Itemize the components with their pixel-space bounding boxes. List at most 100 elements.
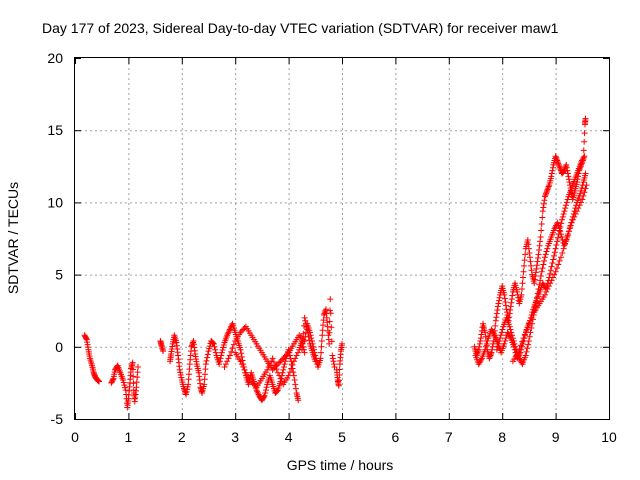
data-point <box>525 245 532 252</box>
data-point <box>501 295 508 302</box>
data-point <box>538 221 545 228</box>
data-point <box>291 377 298 384</box>
data-point <box>548 170 555 177</box>
data-point <box>284 351 291 358</box>
data-point <box>329 355 336 362</box>
data-point <box>336 377 343 384</box>
data-point <box>482 329 489 336</box>
data-point <box>531 276 538 283</box>
data-point <box>218 352 225 359</box>
data-point <box>295 397 302 404</box>
data-point <box>281 361 288 368</box>
data-point <box>537 234 544 241</box>
data-point <box>558 234 565 241</box>
data-point <box>273 366 280 373</box>
data-point <box>552 153 559 160</box>
data-point <box>218 349 225 356</box>
data-points <box>81 115 590 411</box>
data-point <box>509 292 516 299</box>
data-point <box>522 251 529 258</box>
data-point <box>497 335 504 342</box>
data-point <box>565 173 572 180</box>
data-point <box>509 335 516 342</box>
data-point <box>543 189 550 196</box>
data-point <box>212 349 219 356</box>
data-point <box>204 351 211 358</box>
data-point <box>563 164 570 171</box>
data-point <box>583 182 590 189</box>
data-point <box>507 306 514 313</box>
data-point <box>335 382 342 389</box>
data-point <box>129 366 136 373</box>
data-point <box>302 320 309 327</box>
data-point <box>556 257 563 264</box>
data-point <box>548 277 555 284</box>
data-point <box>129 359 136 366</box>
data-point <box>475 346 482 353</box>
data-point <box>483 340 490 347</box>
data-point <box>226 352 233 359</box>
data-point <box>562 163 569 170</box>
data-point <box>240 326 247 333</box>
data-point <box>529 312 536 319</box>
data-point <box>212 346 219 353</box>
y-tick-label: -5 <box>51 411 64 427</box>
data-point <box>495 340 502 347</box>
data-point <box>270 365 277 372</box>
data-point <box>492 322 499 329</box>
data-point <box>573 208 580 215</box>
data-point <box>502 299 509 306</box>
data-point <box>557 228 564 235</box>
data-point <box>507 303 514 310</box>
data-point <box>555 160 562 167</box>
data-point <box>226 326 233 333</box>
data-point <box>202 371 209 378</box>
data-point <box>122 384 129 391</box>
data-point <box>109 376 116 383</box>
data-point <box>542 251 549 258</box>
data-point <box>264 366 271 373</box>
data-point <box>545 283 552 290</box>
data-point <box>526 333 533 340</box>
data-point <box>516 345 523 352</box>
data-point <box>184 383 191 390</box>
data-point <box>488 349 495 356</box>
data-point <box>539 214 546 221</box>
data-point <box>186 366 193 373</box>
data-point <box>572 210 579 217</box>
data-point <box>557 231 564 238</box>
data-point <box>517 342 524 349</box>
data-point <box>482 333 489 340</box>
data-point <box>521 257 528 264</box>
data-point <box>319 332 326 339</box>
data-point <box>493 310 500 317</box>
data-point <box>130 380 137 387</box>
data-point <box>177 369 184 376</box>
data-point <box>541 291 548 298</box>
data-point <box>304 326 311 333</box>
data-point <box>180 385 187 392</box>
data-point <box>531 280 538 287</box>
data-point <box>555 234 562 241</box>
data-point <box>564 196 571 203</box>
data-point <box>578 184 585 191</box>
data-point <box>319 327 326 334</box>
data-point <box>579 196 586 203</box>
data-point <box>551 249 558 256</box>
data-point <box>230 341 237 348</box>
data-point <box>534 258 541 265</box>
data-point <box>554 157 561 164</box>
data-point <box>538 268 545 275</box>
data-point <box>559 213 566 220</box>
data-point <box>326 318 333 325</box>
data-point <box>566 179 573 186</box>
data-point <box>542 190 549 197</box>
data-point <box>508 299 515 306</box>
data-point <box>475 348 482 355</box>
data-point <box>252 382 259 389</box>
data-point <box>560 245 567 252</box>
data-point <box>206 343 213 350</box>
data-point <box>185 381 192 388</box>
data-point <box>535 251 542 258</box>
data-point <box>476 343 483 350</box>
